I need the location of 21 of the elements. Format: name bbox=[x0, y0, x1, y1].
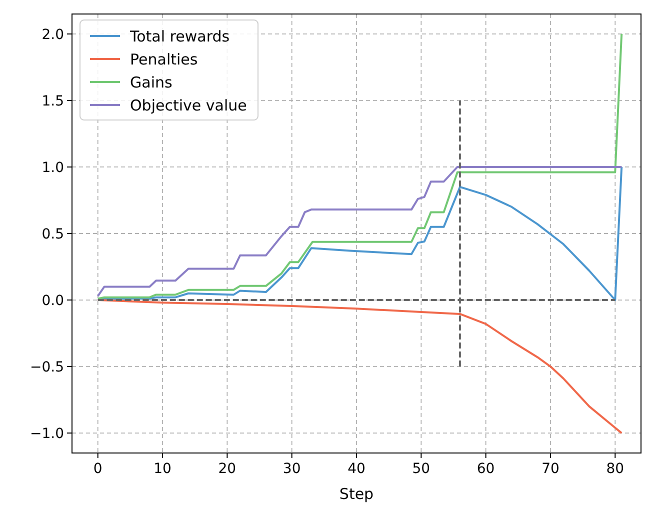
legend-label: Objective value bbox=[130, 96, 247, 114]
x-tick-label: 10 bbox=[154, 461, 172, 477]
y-tick-label: 0.0 bbox=[42, 292, 64, 309]
y-tick-label: 1.0 bbox=[42, 160, 64, 176]
x-tick-label: 60 bbox=[476, 461, 495, 477]
x-tick-label: 80 bbox=[606, 461, 624, 477]
x-tick-label: 40 bbox=[348, 461, 366, 477]
x-axis-title: Step bbox=[339, 485, 374, 503]
x-tick-label: 70 bbox=[542, 461, 560, 477]
x-tick-label: 30 bbox=[282, 461, 301, 477]
y-tick-label: 0.5 bbox=[42, 226, 64, 242]
y-tick-label: −1.0 bbox=[30, 426, 64, 442]
x-tick-label: 50 bbox=[412, 461, 430, 477]
x-tick-label: 20 bbox=[218, 461, 236, 477]
legend-label: Gains bbox=[130, 73, 172, 92]
x-tick-label: 0 bbox=[93, 461, 102, 477]
legend-label: Total rewards bbox=[129, 27, 230, 46]
legend-label: Penalties bbox=[130, 50, 198, 68]
y-tick-label: −0.5 bbox=[30, 359, 64, 376]
y-tick-label: 1.5 bbox=[42, 93, 64, 110]
y-tick-label: 2.0 bbox=[42, 26, 64, 43]
